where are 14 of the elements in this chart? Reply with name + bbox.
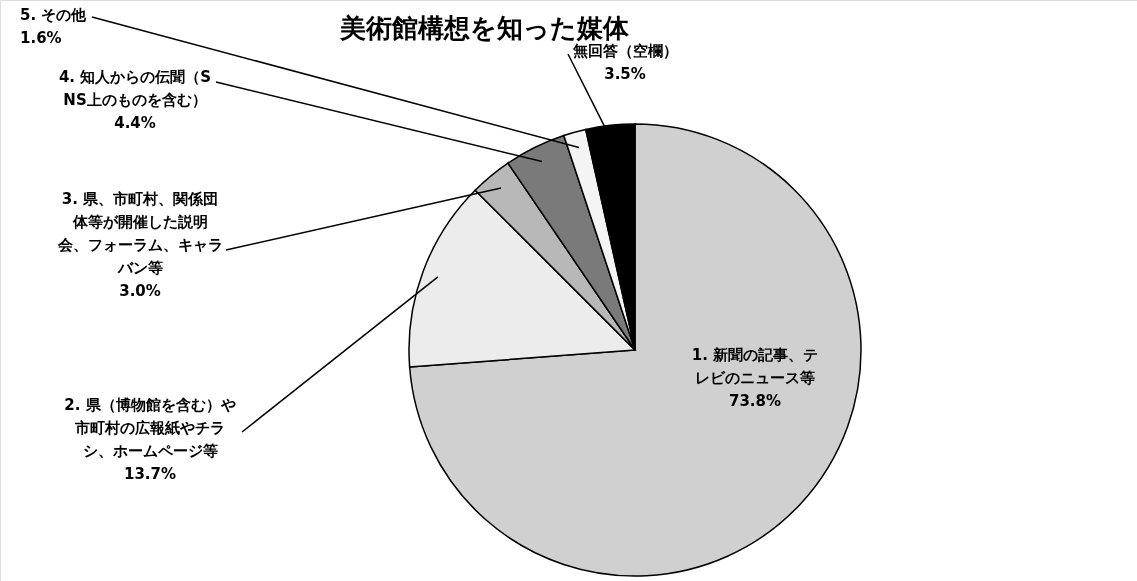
chart-title: 美術館構想を知った媒体: [339, 13, 630, 43]
data-label: 3.5%: [604, 65, 646, 83]
data-label: 1.6%: [20, 29, 62, 47]
data-label: 4.4%: [114, 114, 156, 132]
slice-label: 4. 知人からの伝聞（SNS上のものを含む）: [58, 68, 212, 109]
slice-label: 無回答（空欄）: [571, 42, 678, 60]
pie-slice: [408, 123, 862, 577]
data-label: 3.0%: [119, 282, 161, 300]
data-label: 13.7%: [123, 465, 177, 483]
slice-label: 3. 県、市町村、関係団体等が開催した説明会、フォーラム、キャラバン等: [56, 190, 223, 277]
slice-label: 2. 県（博物館を含む）や市町村の広報紙やチラシ、ホームページ等: [64, 396, 236, 460]
data-label: 73.8%: [728, 392, 782, 410]
slice-label: 5. その他: [20, 6, 88, 24]
slice-label: 1. 新聞の記事、テレビのニュース等: [691, 346, 819, 387]
